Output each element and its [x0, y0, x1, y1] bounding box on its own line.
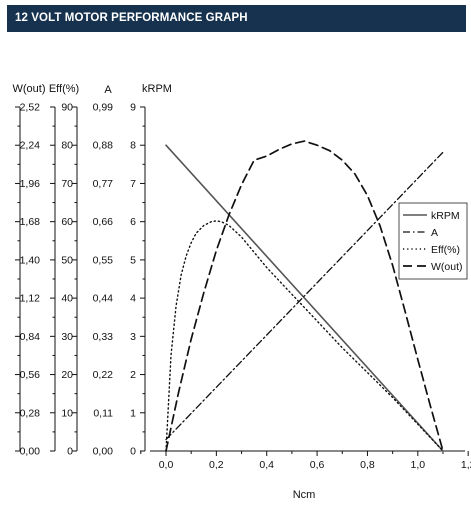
- y-tick-label: 80: [61, 140, 73, 152]
- y-tick-label: 0,00: [93, 446, 114, 458]
- y-tick-label: 3: [130, 331, 136, 343]
- x-tick-label: 0,8: [360, 459, 375, 471]
- legend-label: W(out): [431, 261, 463, 273]
- page-title: 12 VOLT MOTOR PERFORMANCE GRAPH: [15, 12, 248, 24]
- page-header: 12 VOLT MOTOR PERFORMANCE GRAPH: [7, 5, 466, 32]
- y-tick-label: 0,33: [93, 331, 114, 343]
- series-line-wout: [165, 140, 444, 452]
- y-tick-label: 0,56: [20, 369, 41, 381]
- y-tick-label: 0,88: [93, 140, 114, 152]
- x-axis-label: Ncm: [293, 489, 316, 501]
- y-tick-label: 0: [130, 446, 136, 458]
- x-tick-label: 0,4: [259, 459, 274, 471]
- y-tick-label: 0,11: [93, 407, 113, 419]
- y-tick-label: 0,66: [93, 216, 114, 228]
- y-tick-label: 0,22: [93, 369, 114, 381]
- y-tick-label: 50: [61, 254, 73, 266]
- y-tick-label: 2: [130, 369, 136, 381]
- y-tick-label: 4: [130, 293, 136, 305]
- y-tick-label: 70: [61, 178, 73, 190]
- y-tick-label: 2,24: [20, 140, 41, 152]
- x-axis: 0,0 0,2 0,4 0,6 0,8 1,0 1,2 Ncm: [140, 450, 471, 501]
- x-tick-label: 0,2: [209, 459, 224, 471]
- y-axis-w: 0,00 0,28 0,56 0,84 1,12 1,40 1,68 1,96 2,24 2,52…: [13, 83, 46, 458]
- x-tick-label: 0,6: [310, 459, 325, 471]
- y-axis-krpm: 0 1 2 3 4 5 6 7 8 9 kRPM: [130, 83, 172, 458]
- series-line-krpm: [165, 144, 444, 452]
- legend-item: W(out): [403, 261, 463, 273]
- y-axis-label: Eff(%): [49, 83, 79, 95]
- y-tick-label: 0,55: [93, 254, 114, 266]
- y-tick-label: 1,12: [20, 293, 41, 305]
- y-axis-label: W(out): [13, 83, 46, 95]
- y-tick-label: 0,99: [93, 102, 114, 114]
- y-tick-label: 60: [61, 216, 73, 228]
- series-layer: [165, 140, 444, 452]
- y-tick-label: 9: [130, 102, 136, 114]
- x-tick-label: 0,0: [159, 459, 174, 471]
- y-tick-label: 0: [67, 446, 73, 458]
- legend-item: kRPM: [403, 210, 460, 222]
- y-tick-label: 0,28: [20, 407, 41, 419]
- y-axis-a: 0,00 0,11 0,22 0,33 0,44 0,55 0,66 0,77 0,88 0,99…: [72, 84, 113, 458]
- x-tick-label: 1,0: [411, 459, 426, 471]
- y-axis-eff: 0 10 20 30 40 50 60 70 80 90 Eff(%): [49, 83, 79, 458]
- y-tick-label: 30: [61, 331, 73, 343]
- y-tick-label: 90: [61, 102, 73, 114]
- y-axis-label: kRPM: [142, 83, 172, 95]
- series-line-a: [165, 151, 444, 441]
- y-tick-label: 8: [130, 140, 136, 152]
- y-tick-label: 6: [130, 216, 136, 228]
- axes-layer: 0123456789kRPM0,000,110,220,330,440,550,…: [13, 83, 471, 501]
- y-tick-label: 1,96: [20, 178, 41, 190]
- y-tick-label: 0,44: [93, 293, 114, 305]
- legend-item: Eff(%): [403, 244, 460, 256]
- x-tick-label: 1,2: [461, 459, 471, 471]
- y-tick-label: 10: [61, 407, 73, 419]
- legend-label: A: [431, 227, 438, 239]
- legend: kRPM A Eff(%) W(out): [398, 202, 468, 280]
- legend-label: Eff(%): [431, 244, 460, 256]
- y-tick-label: 0,00: [20, 446, 41, 458]
- series-line-eff: [165, 220, 444, 452]
- y-tick-label: 20: [61, 369, 73, 381]
- y-tick-label: 1,68: [20, 216, 41, 228]
- y-tick-label: 40: [61, 293, 73, 305]
- y-axis-label: A: [104, 84, 112, 96]
- y-tick-label: 0,84: [20, 331, 41, 343]
- y-tick-label: 2,52: [20, 102, 41, 114]
- legend-item: A: [403, 227, 438, 239]
- y-tick-label: 1: [130, 407, 136, 419]
- y-tick-label: 0,77: [93, 178, 114, 190]
- y-tick-label: 7: [130, 178, 136, 190]
- y-tick-label: 1,40: [20, 254, 41, 266]
- y-tick-label: 5: [130, 254, 136, 266]
- legend-label: kRPM: [431, 210, 460, 222]
